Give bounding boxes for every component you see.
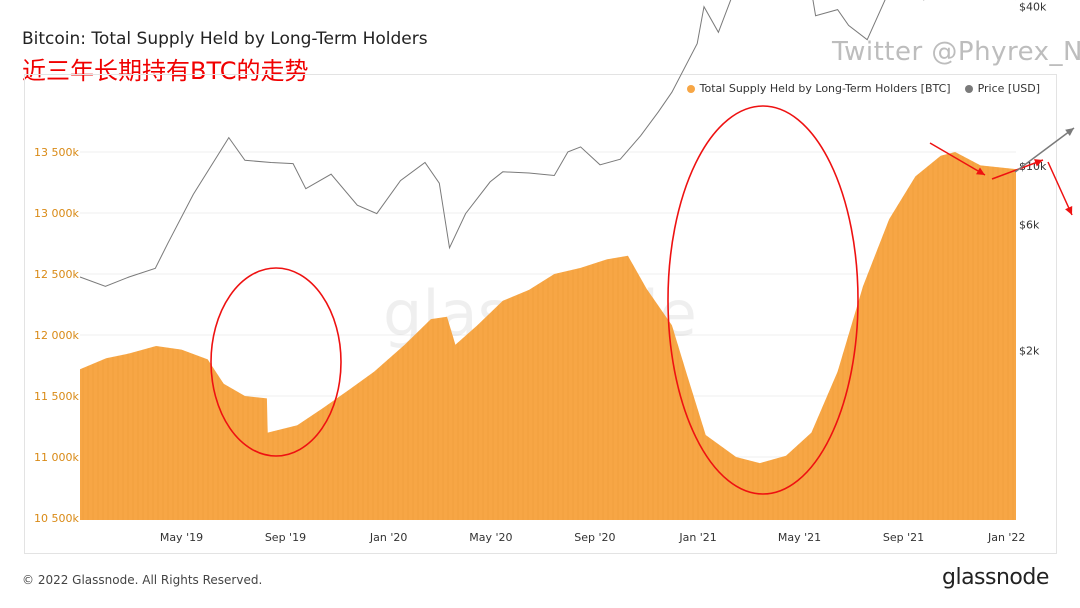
annotation-arrow-right-down-head — [1065, 206, 1073, 215]
copyright-text: © 2022 Glassnode. All Rights Reserved. — [22, 573, 263, 587]
legend-dot-supply — [686, 84, 695, 93]
left-axis-tick: 11 000k — [34, 451, 79, 464]
annotation-arrow-grey-head — [1065, 128, 1074, 136]
annotation-arrow-down-head — [976, 167, 985, 175]
twitter-handle: Twitter @Phyrex_Ni — [832, 37, 1080, 67]
left-axis-tick: 13 000k — [34, 207, 79, 220]
annotations — [210, 105, 1075, 495]
annotation-arrow-grey — [1014, 127, 1075, 173]
axis-ticks: 10 500k 11 000k 11 500k 12 000k 12 500k 13 00… — [34, 1, 1047, 544]
annotation-arrow-right-down — [1047, 161, 1073, 216]
left-axis-tick: 10 500k — [34, 512, 79, 525]
x-axis-tick: Jan '20 — [369, 531, 407, 544]
chart-subtitle: 近三年长期持有BTC的走势 — [22, 57, 309, 85]
legend: Total Supply Held by Long-Term Holders [… — [686, 82, 1040, 95]
x-axis-tick: Jan '22 — [987, 531, 1025, 544]
left-axis-tick: 13 500k — [34, 146, 79, 159]
left-axis-tick: 12 500k — [34, 268, 79, 281]
chart-frame — [24, 74, 1057, 554]
annotation-arrow-down — [929, 142, 986, 176]
annotation-ellipse-2021 — [667, 105, 859, 495]
legend-item-price[interactable]: Price [USD] — [964, 82, 1040, 95]
right-axis-tick: $6k — [1019, 219, 1040, 232]
annotation-ellipse-2019 — [210, 267, 342, 457]
x-axis-tick: May '19 — [160, 531, 203, 544]
glassnode-logo: glassnode — [942, 565, 1049, 590]
legend-label-price: Price [USD] — [977, 82, 1040, 95]
legend-dot-price — [964, 84, 973, 93]
x-axis-tick: Sep '19 — [265, 531, 306, 544]
x-axis-tick: May '20 — [469, 531, 512, 544]
chart-title: Bitcoin: Total Supply Held by Long-Term … — [22, 29, 428, 49]
legend-item-supply[interactable]: Total Supply Held by Long-Term Holders [… — [686, 82, 951, 95]
x-axis-tick: Jan '21 — [678, 531, 716, 544]
price-line — [79, 0, 1016, 287]
x-axis-tick: Sep '21 — [883, 531, 924, 544]
right-axis-tick: $40k — [1019, 1, 1047, 14]
annotation-arrow-up-head — [1034, 159, 1043, 167]
x-axis-tick: Sep '20 — [574, 531, 615, 544]
right-axis-tick: $2k — [1019, 345, 1040, 358]
left-axis-tick: 12 000k — [34, 329, 79, 342]
legend-label-supply: Total Supply Held by Long-Term Holders [… — [699, 82, 951, 95]
x-axis-tick: May '21 — [778, 531, 821, 544]
left-axis-tick: 11 500k — [34, 390, 79, 403]
